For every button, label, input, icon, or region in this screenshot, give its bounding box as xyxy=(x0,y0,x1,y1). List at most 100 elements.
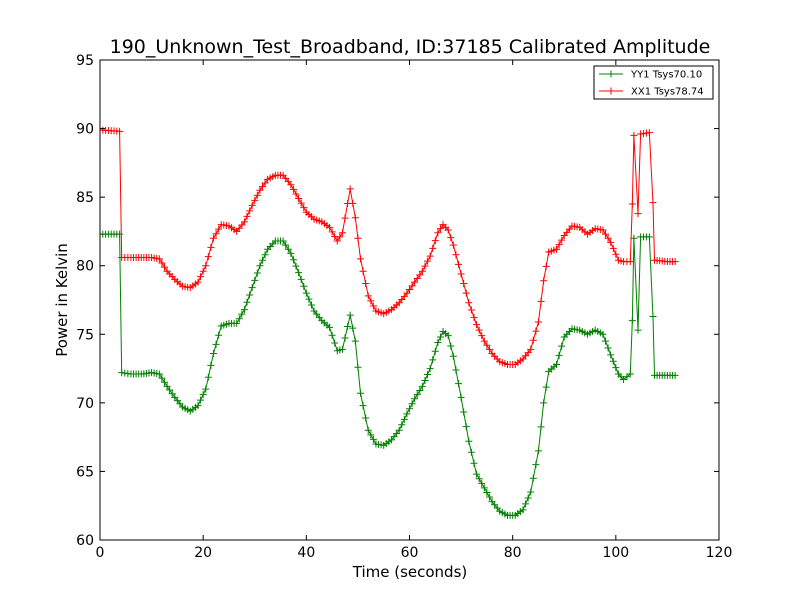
data-point xyxy=(418,382,426,390)
data-point xyxy=(295,269,303,277)
data-point xyxy=(289,185,297,193)
series-yy1 xyxy=(100,230,679,519)
data-point xyxy=(413,391,421,399)
y-tick-label: 75 xyxy=(76,327,94,343)
data-point xyxy=(413,275,421,283)
data-point xyxy=(292,190,300,198)
data-point xyxy=(418,267,426,275)
data-point xyxy=(537,423,545,431)
data-point xyxy=(256,262,264,270)
data-point xyxy=(630,131,638,139)
data-point xyxy=(354,363,362,371)
data-point xyxy=(411,278,419,286)
data-point xyxy=(359,267,367,275)
data-point xyxy=(344,323,352,331)
data-point xyxy=(431,347,439,355)
data-point xyxy=(555,241,563,249)
legend-marker-xx1 xyxy=(607,87,615,95)
data-point xyxy=(338,345,346,353)
data-point xyxy=(612,364,620,372)
data-point xyxy=(246,291,254,299)
data-point xyxy=(431,237,439,245)
data-point xyxy=(434,339,442,347)
data-point xyxy=(473,321,481,329)
data-point xyxy=(444,332,452,340)
data-point xyxy=(253,191,261,199)
data-point xyxy=(558,342,566,350)
legend-entry-yy1: YY1 Tsys70.10 xyxy=(599,70,702,81)
data-point xyxy=(532,327,540,335)
data-point xyxy=(287,249,295,257)
data-point xyxy=(416,387,424,395)
data-point xyxy=(346,185,354,193)
data-point xyxy=(166,386,174,394)
data-point xyxy=(289,256,297,264)
data-point xyxy=(424,371,432,379)
data-point xyxy=(300,204,308,212)
data-point xyxy=(158,259,166,267)
data-point xyxy=(485,493,493,501)
data-point xyxy=(194,278,202,286)
series-xx1 xyxy=(100,126,679,368)
data-point xyxy=(287,181,295,189)
data-point xyxy=(279,237,287,245)
data-point xyxy=(408,400,416,408)
legend-marker-yy1 xyxy=(607,70,615,78)
data-point xyxy=(485,345,493,353)
data-point xyxy=(649,312,657,320)
data-point xyxy=(235,315,243,323)
data-point xyxy=(349,199,357,207)
data-point xyxy=(429,356,437,364)
data-point xyxy=(522,500,530,508)
data-point xyxy=(251,276,259,284)
data-point xyxy=(553,360,561,368)
data-point xyxy=(338,229,346,237)
legend-entry-xx1: XX1 Tsys78.74 xyxy=(599,87,704,98)
data-point xyxy=(470,459,478,467)
data-point xyxy=(160,263,168,271)
data-point xyxy=(449,352,457,360)
data-point xyxy=(532,461,540,469)
data-point xyxy=(426,252,434,260)
x-tick-label: 20 xyxy=(194,545,212,561)
data-point xyxy=(529,474,537,482)
data-point xyxy=(649,199,657,207)
data-point xyxy=(436,225,444,233)
data-point xyxy=(436,333,444,341)
data-point xyxy=(478,479,486,487)
x-tick-label: 0 xyxy=(96,545,105,561)
data-point xyxy=(284,245,292,253)
data-point xyxy=(447,342,455,350)
data-point xyxy=(305,295,313,303)
data-point xyxy=(403,289,411,297)
data-point xyxy=(467,306,475,314)
data-point xyxy=(336,233,344,241)
data-point xyxy=(202,385,210,393)
data-point xyxy=(349,324,357,332)
data-point xyxy=(204,253,212,261)
data-point xyxy=(473,470,481,478)
data-point xyxy=(403,410,411,418)
data-point xyxy=(351,337,359,345)
data-point xyxy=(609,244,617,252)
data-point xyxy=(460,280,468,288)
data-point xyxy=(558,236,566,244)
data-point xyxy=(215,331,223,339)
data-point xyxy=(634,210,642,218)
x-tick-label: 100 xyxy=(602,545,629,561)
data-point xyxy=(424,257,432,265)
data-point xyxy=(444,226,452,234)
plot-area xyxy=(100,126,679,519)
data-point xyxy=(333,237,341,245)
data-point xyxy=(302,289,310,297)
data-point xyxy=(359,402,367,410)
y-tick-label: 65 xyxy=(76,464,94,480)
data-point xyxy=(282,241,290,249)
data-point xyxy=(297,199,305,207)
chart-title: 190_Unknown_Test_Broadband, ID:37185 Cal… xyxy=(110,36,711,58)
data-point xyxy=(519,506,527,514)
data-point xyxy=(233,319,241,327)
data-point xyxy=(197,396,205,404)
data-point xyxy=(199,391,207,399)
data-point xyxy=(258,183,266,191)
